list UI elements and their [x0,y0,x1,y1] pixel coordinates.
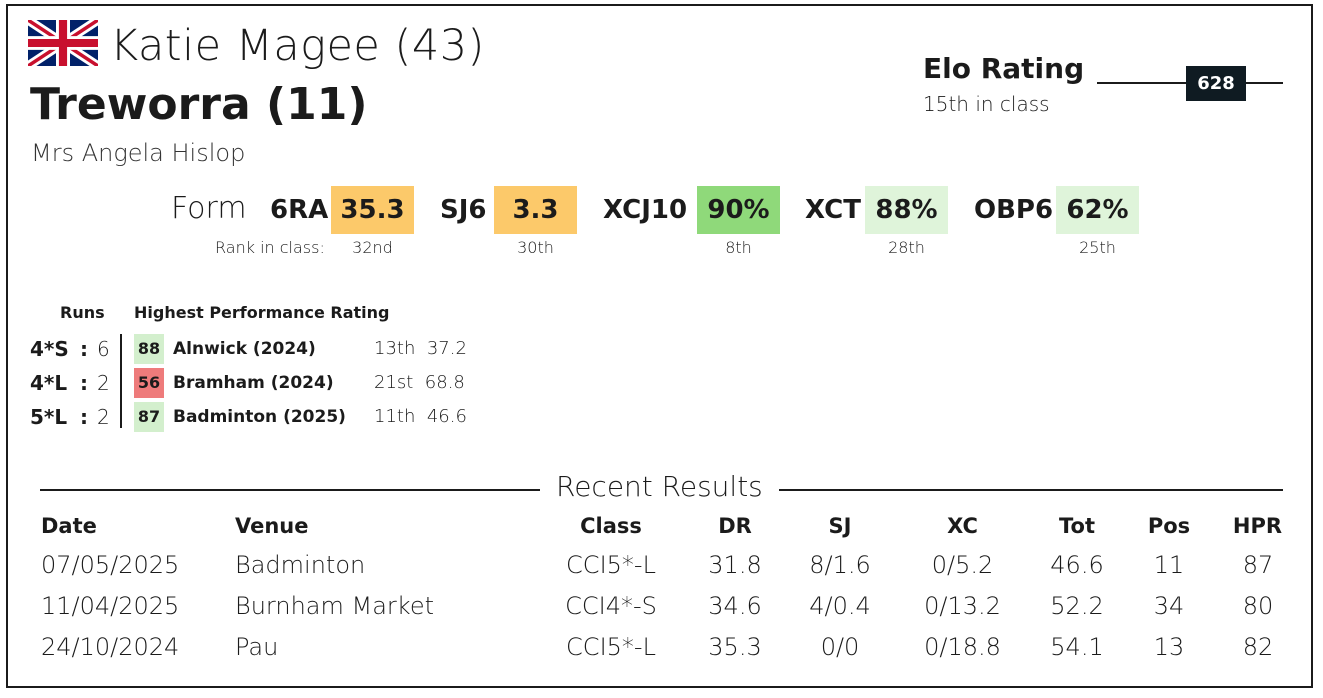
hpr-event: Badminton (2025) [173,407,346,427]
hpr-place: 11th 46.6 [374,402,467,432]
runs-colon: : [80,405,88,429]
result-xc: 0/18.8 [924,633,1001,661]
result-hpr: 87 [1242,551,1274,579]
runs-count: 2 [97,371,110,395]
result-dr: 31.8 [708,551,762,579]
column-header-venue: Venue [235,514,309,538]
metric-value-obp6: 62% [1056,186,1139,234]
hpr-place-rank: 11th [374,406,416,427]
result-class: CCI4*-S [565,592,657,620]
metric-rank-6ra: 32nd [352,238,393,257]
hpr-divider [120,334,122,428]
runs-level: 4*L [30,371,68,395]
owner-name: Mrs Angela Hislop [31,139,246,167]
result-dr: 34.6 [708,592,762,620]
elo-title: Elo Rating [923,52,1085,85]
result-date: 24/10/2024 [41,633,180,661]
rank-in-class-label: Rank in class: [215,238,325,257]
result-venue: Burnham Market [235,592,435,620]
result-class: CCI5*-L [566,633,656,661]
result-dr: 35.3 [708,633,762,661]
metric-value-xcj10: 90% [697,186,780,234]
profile-card [6,4,1313,688]
metric-name-xcj10: XCJ10 [603,195,688,225]
result-sj: 4/0.4 [809,592,871,620]
hpr-place: 13th 37.2 [374,334,467,364]
runs-count: 2 [97,405,110,429]
hpr-header: Highest Performance Rating [134,303,390,322]
column-header-sj: SJ [828,514,852,538]
metric-value-xct: 88% [865,186,948,234]
metric-rank-obp6: 25th [1079,238,1116,257]
form-label: Form [171,191,247,226]
hpr-place-score: 68.8 [424,372,465,393]
runs-level: 4*S [30,337,69,361]
runs-level: 5*L [30,405,68,429]
uk-flag-icon [28,20,98,66]
result-hpr: 82 [1242,633,1274,661]
column-header-class: Class [580,514,642,538]
runs-count: 6 [97,337,110,361]
result-venue: Badminton [235,551,366,579]
column-header-date: Date [41,514,97,538]
hpr-place-score: 37.2 [426,338,467,359]
hpr-place-score: 46.6 [426,406,467,427]
metric-rank-xcj10: 8th [725,238,752,257]
runs-header: Runs [60,303,105,322]
hpr-place-rank: 13th [374,338,416,359]
metric-name-xct: XCT [805,195,861,225]
column-header-hpr: HPR [1232,514,1283,538]
result-sj: 8/1.6 [809,551,871,579]
metric-name-6ra: 6RA [270,195,329,225]
results-divider-left [40,489,540,491]
metric-value-sj6: 3.3 [494,186,577,234]
hpr-place: 21st 68.8 [374,368,465,398]
column-header-pos: Pos [1147,514,1191,538]
horse-name: Treworra (11) [30,79,368,130]
column-header-tot: Tot [1058,514,1095,538]
result-venue: Pau [235,633,279,661]
hpr-event: Bramham (2024) [173,373,334,393]
results-divider-right [779,489,1283,491]
result-class: CCI5*-L [566,551,656,579]
result-position: 34 [1153,592,1185,620]
hpr-place-rank: 21st [374,372,414,393]
metric-value-6ra: 35.3 [331,186,414,234]
runs-colon: : [80,337,88,361]
result-total: 54.1 [1050,633,1104,661]
column-header-dr: DR [718,514,752,538]
rider-name: Katie Magee (43) [110,21,485,71]
elo-value-badge: 628 [1186,66,1246,101]
metric-rank-xct: 28th [888,238,925,257]
hpr-badge: 87 [134,402,164,432]
result-xc: 0/13.2 [924,592,1001,620]
result-date: 07/05/2025 [41,551,180,579]
result-total: 52.2 [1050,592,1104,620]
hpr-event: Alnwick (2024) [173,339,316,359]
runs-colon: : [80,371,88,395]
metric-name-obp6: OBP6 [974,195,1054,225]
hpr-badge: 56 [134,368,164,398]
result-total: 46.6 [1050,551,1104,579]
results-title: Recent Results [556,470,763,503]
elo-class-rank: 15th in class [923,92,1050,116]
result-hpr: 80 [1242,592,1274,620]
result-xc: 0/5.2 [931,551,994,579]
result-sj: 0/0 [820,633,860,661]
metric-rank-sj6: 30th [517,238,554,257]
hpr-badge: 88 [134,334,164,364]
metric-name-sj6: SJ6 [440,195,487,225]
result-position: 13 [1153,633,1185,661]
result-position: 11 [1153,551,1185,579]
column-header-xc: XC [947,514,978,538]
result-date: 11/04/2025 [41,592,180,620]
